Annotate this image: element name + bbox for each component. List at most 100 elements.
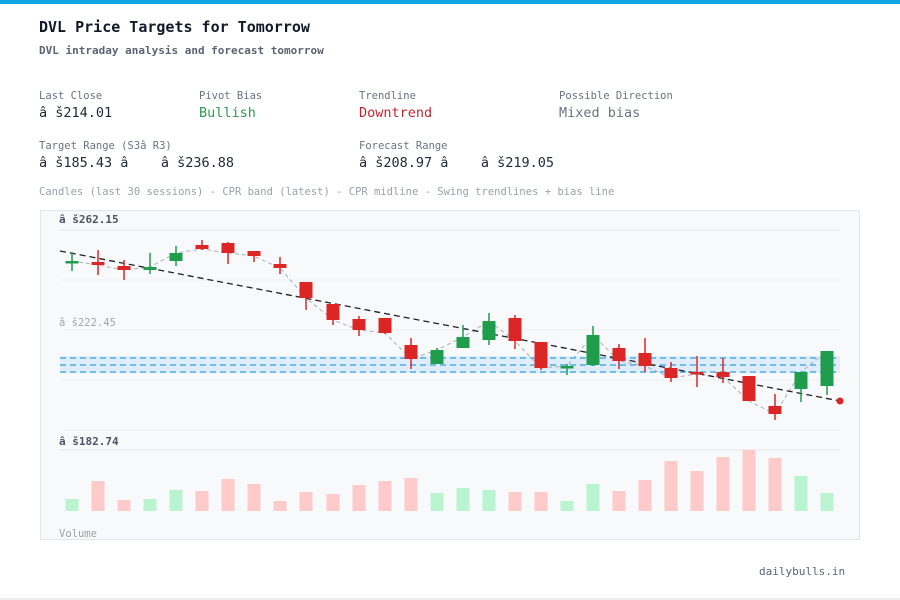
volume-bar	[534, 492, 548, 511]
stat-label: Trendline	[359, 90, 416, 102]
stat-value: Downtrend	[359, 105, 433, 121]
candle	[482, 313, 496, 345]
candle	[560, 364, 574, 375]
volume-bar	[742, 450, 756, 511]
candle	[664, 362, 678, 382]
candle	[430, 348, 444, 364]
candle-body	[299, 282, 313, 298]
stat-target-range: Target Range (S3â R3) â š185.43 â â š236…	[39, 140, 234, 171]
volume-bar	[91, 481, 105, 511]
bias-trendline	[59, 250, 841, 402]
volume-label: Volume	[59, 528, 97, 540]
candle	[65, 252, 79, 271]
candle-body	[378, 318, 392, 333]
candle-body	[716, 372, 730, 377]
candles	[65, 240, 834, 420]
candle-body	[352, 319, 366, 330]
volume-bar	[352, 485, 366, 511]
candle-body	[742, 376, 756, 401]
close-connector-line	[71, 248, 828, 415]
volume-bar	[820, 493, 834, 511]
close-path	[71, 248, 828, 415]
volume-bar	[273, 501, 287, 511]
volume-bar	[638, 480, 652, 511]
candle-body	[430, 350, 444, 364]
candle-body	[612, 348, 626, 361]
volume-bar	[143, 499, 157, 511]
candle-body	[404, 345, 418, 359]
candle-body	[169, 253, 183, 261]
candle	[221, 242, 235, 264]
candle	[742, 376, 756, 401]
volume-bar	[221, 479, 235, 511]
volume-bar	[794, 476, 808, 511]
stat-value: Mixed bias	[559, 105, 641, 121]
candle-body	[508, 318, 522, 341]
candle	[794, 372, 808, 402]
candle	[638, 338, 652, 372]
candle-body	[560, 366, 574, 369]
stat-value: Bullish	[199, 105, 256, 121]
y-label-mid: â š222.45	[59, 317, 116, 329]
stat-value: â š208.97 â â š219.05	[359, 155, 555, 171]
stat-label: Possible Direction	[559, 90, 673, 102]
candle-body	[534, 342, 548, 368]
page-title: DVL Price Targets for Tomorrow	[39, 18, 310, 36]
candle-body	[326, 304, 340, 320]
candle-body	[117, 266, 131, 270]
stat-label: Target Range (S3â R3)	[39, 140, 172, 152]
volume-bar	[664, 461, 678, 511]
volume-bar	[195, 491, 209, 511]
stat-last-close: Last Close â š214.01	[39, 90, 112, 121]
stat-label: Pivot Bias	[199, 90, 263, 102]
candle-body	[143, 267, 157, 270]
volume-bar	[378, 481, 392, 511]
bottom-divider	[0, 598, 900, 600]
volume-bar	[456, 488, 470, 511]
candle-body	[65, 261, 79, 264]
candle	[690, 356, 704, 387]
candle	[612, 344, 626, 369]
volume-bar	[299, 492, 313, 511]
candle-body	[586, 335, 600, 365]
footer-brand[interactable]: dailybulls.in	[759, 565, 846, 578]
volume-bar	[247, 484, 261, 511]
candle-body	[794, 372, 808, 389]
candle-body	[247, 251, 261, 256]
candle	[247, 251, 261, 262]
volume-bar	[716, 457, 730, 511]
candle	[169, 246, 183, 266]
candle-body	[195, 245, 209, 249]
candle	[378, 318, 392, 334]
candle	[352, 316, 366, 336]
stat-value: â š185.43 â â š236.88	[39, 155, 235, 171]
volume-bar	[326, 494, 340, 511]
stat-forecast-range: Forecast Range â š208.97 â â š219.05	[359, 140, 554, 171]
candle	[716, 358, 730, 383]
y-label-top: â š262.15	[59, 213, 119, 226]
stat-value: â š214.01	[39, 105, 113, 121]
top-accent-bar	[0, 0, 900, 4]
candle	[326, 304, 340, 325]
candle	[143, 253, 157, 274]
candle-body	[91, 262, 105, 265]
chart-caption: Candles (last 30 sessions) - CPR band (l…	[39, 186, 615, 198]
stat-pivot-bias: Pivot Bias Bullish	[199, 90, 262, 121]
candle-body	[664, 368, 678, 378]
candle-body	[690, 372, 704, 375]
volume-bar	[430, 493, 444, 511]
page-subtitle: DVL intraday analysis and forecast tomor…	[39, 44, 324, 57]
volume-bar	[768, 458, 782, 511]
candle	[586, 326, 600, 366]
trendline	[59, 250, 844, 405]
volume-bar	[690, 471, 704, 511]
stat-label: Forecast Range	[359, 140, 448, 152]
candle	[534, 342, 548, 370]
volume-bars	[65, 450, 834, 511]
candle-body	[273, 264, 287, 268]
candle-body	[638, 353, 652, 366]
candle-body	[482, 321, 496, 340]
chart-grid	[60, 229, 840, 451]
candle	[508, 315, 522, 349]
